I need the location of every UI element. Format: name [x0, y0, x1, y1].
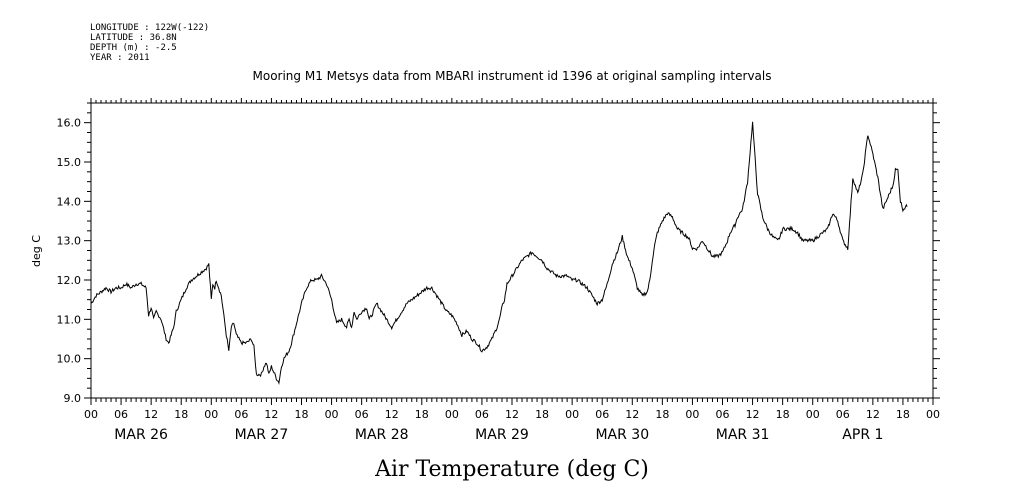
x-tick-label: 06 — [836, 408, 850, 421]
latitude-text: LATITUDE : 36.8N — [90, 33, 177, 43]
x-tick-label: 00 — [926, 408, 940, 421]
x-tick-label: 00 — [445, 408, 459, 421]
y-tick-label: 15.0 — [57, 156, 82, 169]
x-tick-label: 18 — [896, 408, 910, 421]
x-tick-label: 12 — [144, 408, 158, 421]
date-label: MAR 26 — [114, 427, 168, 443]
metadata-block: LONGITUDE : 122W(-122) LATITUDE : 36.8N … — [90, 23, 209, 63]
x-tick-label: 12 — [385, 408, 399, 421]
x-tick-label: 00 — [685, 408, 699, 421]
y-tick-label: 11.0 — [57, 313, 82, 326]
axis-ticks — [84, 98, 940, 405]
x-tick-label: 06 — [716, 408, 730, 421]
date-label: MAR 31 — [716, 427, 770, 443]
y-tick-label: 12.0 — [57, 274, 82, 287]
date-label: MAR 29 — [475, 427, 529, 443]
x-tick-label: 18 — [535, 408, 549, 421]
year-text: YEAR : 2011 — [90, 53, 150, 63]
x-tick-label: 06 — [234, 408, 248, 421]
x-tick-label: 12 — [866, 408, 880, 421]
date-label: MAR 30 — [595, 427, 649, 443]
x-axis-title: Air Temperature (deg C) — [374, 457, 649, 482]
date-label: MAR 27 — [235, 427, 289, 443]
plot-frame — [90, 102, 934, 399]
y-tick-label: 10.0 — [57, 353, 82, 366]
x-tick-label: 00 — [565, 408, 579, 421]
x-tick-label: 12 — [505, 408, 519, 421]
temperature-series-line — [90, 121, 908, 386]
x-tick-label: 18 — [415, 408, 429, 421]
y-tick-label: 9.0 — [64, 392, 82, 405]
date-labels: MAR 26 MAR 27 MAR 28 MAR 29 MAR 30 MAR 31 APR … — [114, 427, 883, 443]
x-tick-labels: 00 06 12 18 00 06 12 18 00 06 12 18 00 06 12 18 00 06 12 18… — [84, 408, 940, 421]
y-axis-label: deg C — [30, 235, 43, 267]
x-tick-label: 00 — [325, 408, 339, 421]
y-tick-label: 13.0 — [57, 235, 82, 248]
date-label: MAR 28 — [355, 427, 409, 443]
x-tick-label: 18 — [174, 408, 188, 421]
y-tick-labels: 9.0 10.0 11.0 12.0 13.0 14.0 15.0 16.0 — [57, 117, 82, 405]
x-tick-label: 18 — [295, 408, 309, 421]
date-label: APR 1 — [842, 427, 883, 443]
x-tick-label: 00 — [806, 408, 820, 421]
x-tick-label: 06 — [475, 408, 489, 421]
x-tick-label: 18 — [776, 408, 790, 421]
x-tick-label: 00 — [204, 408, 218, 421]
x-tick-label: 00 — [84, 408, 98, 421]
y-tick-label: 16.0 — [57, 117, 82, 130]
chart-title: Mooring M1 Metsys data from MBARI instru… — [253, 69, 772, 83]
x-tick-label: 06 — [355, 408, 369, 421]
x-tick-label: 06 — [114, 408, 128, 421]
longitude-text: LONGITUDE : 122W(-122) — [90, 23, 209, 33]
x-tick-label: 06 — [595, 408, 609, 421]
y-tick-label: 14.0 — [57, 195, 82, 208]
x-tick-label: 12 — [625, 408, 639, 421]
depth-text: DEPTH (m) : -2.5 — [90, 43, 177, 53]
x-tick-label: 12 — [264, 408, 278, 421]
x-tick-label: 18 — [655, 408, 669, 421]
x-tick-label: 12 — [746, 408, 760, 421]
